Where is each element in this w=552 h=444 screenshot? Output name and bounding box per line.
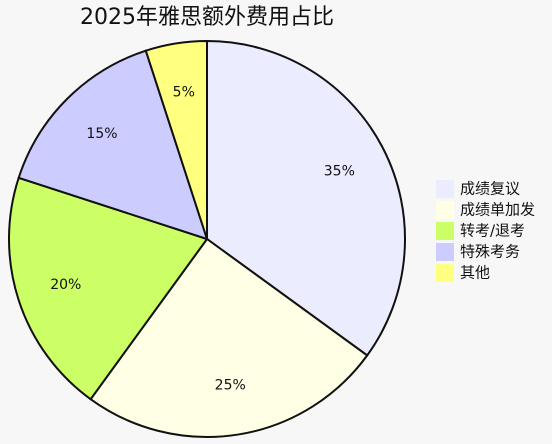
legend-swatch (436, 264, 454, 282)
legend-swatch (436, 201, 454, 219)
chart-title: 2025年雅思额外费用占比 (80, 5, 334, 30)
slice-label: 20% (50, 277, 81, 293)
pie-slice (8, 176, 209, 401)
pie-slice (89, 237, 369, 438)
legend-label: 转考/退考 (460, 222, 525, 240)
legend-swatch (436, 222, 454, 240)
slice-label: 25% (215, 378, 246, 394)
legend-label: 特殊考务 (460, 243, 520, 261)
legend-label: 成绩复议 (460, 180, 520, 198)
slice-label: 35% (324, 164, 355, 180)
slice-label: 15% (86, 126, 117, 142)
slice-label: 5% (173, 84, 195, 100)
legend-swatch (436, 243, 454, 261)
pie-slice (17, 49, 209, 241)
legend-swatch (436, 180, 454, 198)
legend-label: 其他 (460, 264, 490, 282)
pie-slice (144, 39, 208, 240)
legend-label: 成绩单加发 (460, 201, 535, 219)
pie-slice (206, 39, 406, 357)
